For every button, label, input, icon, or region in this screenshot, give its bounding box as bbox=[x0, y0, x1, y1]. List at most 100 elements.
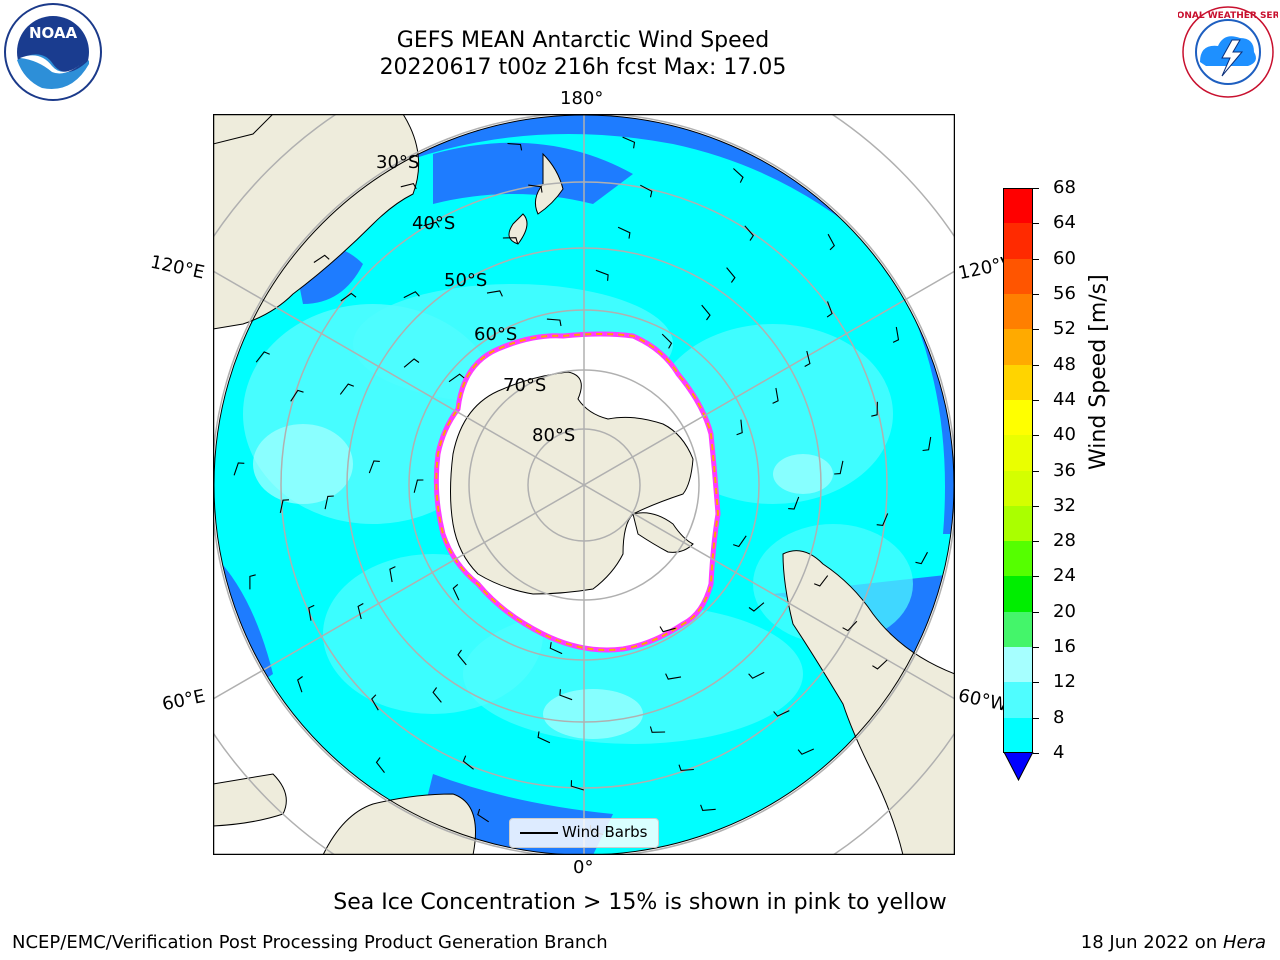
wind-barb bbox=[700, 804, 716, 811]
colorbar-tick-label: 8 bbox=[1053, 706, 1065, 728]
footer-date: 18 Jun 2022 on bbox=[1080, 932, 1223, 953]
wind-barb bbox=[661, 333, 673, 349]
colorbar-tick-label: 56 bbox=[1053, 282, 1076, 304]
colorbar-tick-label: 44 bbox=[1053, 388, 1076, 410]
wind-barb-legend-label: Wind Barbs bbox=[562, 823, 648, 841]
lon-label-60w: 60°W bbox=[956, 685, 1010, 716]
wind-barb bbox=[423, 221, 440, 228]
colorbar-tick-label: 48 bbox=[1053, 353, 1076, 375]
wind-barb bbox=[640, 184, 653, 198]
colorbar-segment bbox=[1004, 576, 1033, 613]
wind-barb bbox=[748, 602, 765, 612]
wind-barb bbox=[462, 755, 474, 770]
colorbar-segment bbox=[1004, 399, 1033, 436]
svg-text:NATIONAL WEATHER SERVICE: NATIONAL WEATHER SERVICE bbox=[1178, 11, 1278, 21]
colorbar-segment bbox=[1004, 541, 1033, 577]
footer-left: NCEP/EMC/Verification Post Processing Pr… bbox=[12, 932, 608, 953]
wind-barb bbox=[701, 304, 711, 321]
wind-barb bbox=[595, 269, 609, 281]
wind-barb bbox=[375, 757, 385, 773]
colorbar-tick-label: 52 bbox=[1053, 318, 1076, 340]
colorbar-tick-mark bbox=[1033, 647, 1039, 649]
graticule bbox=[213, 114, 955, 855]
map-subtitle: 20220617 t00z 216h fcst Max: 17.05 bbox=[379, 55, 787, 80]
lon-label-120e: 120°E bbox=[148, 251, 207, 284]
wind-barb bbox=[403, 291, 420, 299]
nws-logo: NATIONAL WEATHER SERVICE bbox=[1153, 4, 1280, 100]
wind-barb bbox=[233, 462, 245, 476]
colorbar-tick-label: 32 bbox=[1053, 494, 1076, 516]
lon-label-0: 0° bbox=[573, 857, 594, 878]
sea-ice-caption: Sea Ice Concentration > 15% is shown in … bbox=[333, 890, 947, 915]
wind-barb bbox=[842, 620, 858, 632]
colorbar-segment bbox=[1004, 293, 1033, 330]
wind-barb bbox=[279, 499, 290, 514]
lat-label-80s: 80°S bbox=[532, 425, 576, 446]
colorbar-segment bbox=[1004, 717, 1033, 754]
colorbar-tick-mark bbox=[1033, 223, 1039, 225]
wind-barb bbox=[403, 358, 420, 368]
wind-barb bbox=[339, 383, 355, 395]
wind-barb bbox=[308, 604, 315, 621]
colorbar-tick-mark bbox=[1033, 435, 1039, 437]
colorbar-tick-label: 4 bbox=[1053, 742, 1065, 763]
wind-barb bbox=[797, 748, 815, 755]
wind-barb bbox=[678, 764, 694, 771]
colorbar-segment bbox=[1004, 258, 1033, 295]
wind-barb bbox=[772, 387, 779, 404]
colorbar-segment bbox=[1004, 470, 1033, 507]
wind-barb bbox=[290, 389, 304, 402]
wind-barb bbox=[528, 184, 543, 193]
lat-label-70s: 70°S bbox=[503, 375, 547, 396]
colorbar-tick-label: 64 bbox=[1053, 212, 1076, 234]
footer-host: Hera bbox=[1222, 932, 1266, 953]
wind-barb bbox=[922, 436, 932, 452]
colorbar-tick-mark bbox=[1033, 470, 1039, 472]
colorbar-tick-mark bbox=[1033, 611, 1039, 613]
wind-barb bbox=[537, 731, 551, 744]
wind-barb bbox=[502, 237, 519, 244]
wind-barb bbox=[413, 479, 424, 493]
colorbar-tick-mark bbox=[1033, 188, 1039, 189]
wind-barb bbox=[827, 233, 835, 251]
colorbar-tick-label: 40 bbox=[1053, 424, 1076, 446]
colorbar-segment bbox=[1004, 223, 1033, 260]
wind-barb bbox=[665, 673, 682, 680]
wind-barb bbox=[255, 351, 270, 363]
colorbar-tick-mark bbox=[1033, 364, 1039, 366]
colorbar-tick-mark bbox=[1033, 753, 1039, 754]
wind-barb bbox=[371, 694, 379, 711]
colorbar-label: Wind Speed [m/s] bbox=[1086, 274, 1111, 470]
colorbar-tick-label: 36 bbox=[1053, 459, 1076, 481]
wind-barb bbox=[297, 676, 303, 693]
lon-label-60e: 60°E bbox=[160, 685, 207, 716]
colorbar-tick-label: 16 bbox=[1053, 636, 1076, 658]
colorbar-tick-mark bbox=[1033, 293, 1039, 295]
wind-barb bbox=[736, 419, 743, 436]
colorbar-extend-arrow bbox=[1003, 751, 1034, 782]
wind-barb bbox=[915, 551, 928, 565]
colorbar-tick-label: 24 bbox=[1053, 565, 1076, 587]
wind-barb bbox=[813, 575, 829, 587]
lon-label-180: 180° bbox=[560, 88, 604, 109]
colorbar-segment bbox=[1004, 611, 1033, 648]
colorbar-tick-mark bbox=[1033, 505, 1039, 507]
colorbar-segment bbox=[1004, 682, 1033, 719]
colorbar-tick-mark bbox=[1033, 717, 1039, 719]
wind-barb bbox=[748, 671, 765, 679]
colorbar-tick-label: 68 bbox=[1053, 177, 1076, 198]
noaa-logo: NOAA bbox=[2, 2, 104, 102]
colorbar-tick-mark bbox=[1033, 541, 1039, 543]
colorbar-tick-mark bbox=[1033, 576, 1039, 578]
wind-barb bbox=[617, 226, 631, 239]
wind-barb bbox=[249, 574, 256, 590]
wind-barb bbox=[389, 566, 396, 583]
map-title: GEFS MEAN Antarctic Wind Speed bbox=[396, 28, 770, 53]
wind-barb bbox=[726, 267, 736, 283]
colorbar-segment bbox=[1004, 364, 1033, 401]
wind-barb bbox=[452, 583, 460, 601]
lat-label-40s: 40°S bbox=[412, 213, 456, 234]
wind-barb bbox=[744, 225, 754, 241]
colorbar-tick-label: 60 bbox=[1053, 247, 1076, 269]
colorbar-tick-label: 12 bbox=[1053, 671, 1076, 693]
